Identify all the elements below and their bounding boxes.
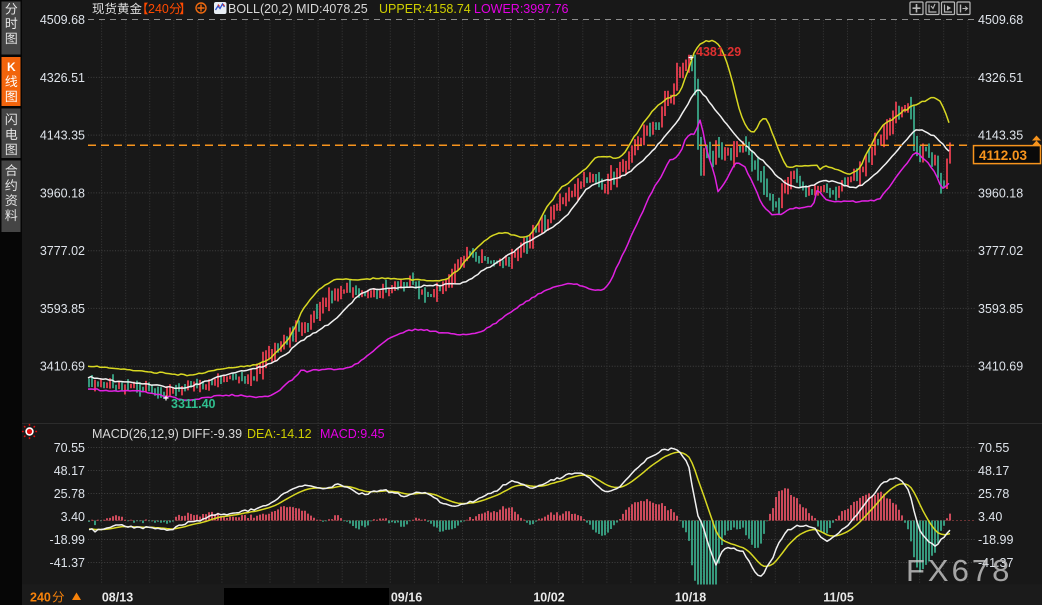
svg-text:MACD:9.45: MACD:9.45 — [320, 427, 385, 441]
svg-text:3777.02: 3777.02 — [40, 244, 85, 258]
svg-text:4326.51: 4326.51 — [978, 71, 1023, 85]
svg-text:25.78: 25.78 — [54, 487, 85, 501]
svg-text:-18.99: -18.99 — [978, 533, 1013, 547]
svg-text:10/18: 10/18 — [675, 591, 706, 605]
svg-text:-18.99: -18.99 — [50, 533, 85, 547]
svg-text:3.40: 3.40 — [61, 510, 85, 524]
svg-text:4112.03: 4112.03 — [979, 148, 1028, 163]
svg-text:K: K — [7, 60, 16, 74]
svg-text:240: 240 — [30, 591, 51, 605]
svg-text:10/02: 10/02 — [533, 591, 564, 605]
svg-text:3777.02: 3777.02 — [978, 244, 1023, 258]
svg-text:3.40: 3.40 — [978, 510, 1002, 524]
svg-text:DEA:-14.12: DEA:-14.12 — [247, 427, 312, 441]
svg-text:48.17: 48.17 — [54, 464, 85, 478]
svg-text:25.78: 25.78 — [978, 487, 1009, 501]
svg-text:48.17: 48.17 — [978, 464, 1009, 478]
svg-text:4143.35: 4143.35 — [978, 129, 1023, 143]
svg-text:70.55: 70.55 — [978, 441, 1009, 455]
svg-text:3410.69: 3410.69 — [40, 360, 85, 374]
svg-text:3593.85: 3593.85 — [978, 302, 1023, 316]
svg-text:MACD(26,12,9) DIFF:-9.39: MACD(26,12,9) DIFF:-9.39 — [92, 427, 242, 441]
svg-text:4143.35: 4143.35 — [40, 129, 85, 143]
svg-text:4509.68: 4509.68 — [978, 13, 1023, 27]
svg-text:09/16: 09/16 — [391, 591, 422, 605]
svg-text:4326.51: 4326.51 — [40, 71, 85, 85]
svg-text:240: 240 — [148, 2, 169, 16]
svg-text:3960.18: 3960.18 — [40, 186, 85, 200]
svg-text:3410.69: 3410.69 — [978, 360, 1023, 374]
svg-text:-41.37: -41.37 — [50, 556, 85, 570]
svg-text:11/05: 11/05 — [823, 591, 854, 605]
svg-text:3311.40: 3311.40 — [171, 397, 216, 411]
svg-text:-41.37: -41.37 — [978, 556, 1013, 570]
svg-text:3960.18: 3960.18 — [978, 186, 1023, 200]
svg-text:UPPER:4158.74: UPPER:4158.74 — [379, 2, 471, 16]
svg-text:LOWER:3997.76: LOWER:3997.76 — [474, 2, 569, 16]
svg-text:70.55: 70.55 — [54, 441, 85, 455]
svg-text:3593.85: 3593.85 — [40, 302, 85, 316]
svg-text:FX678: FX678 — [906, 553, 1012, 588]
svg-text:08/13: 08/13 — [102, 591, 133, 605]
svg-text:BOLL(20,2) MID:4078.25: BOLL(20,2) MID:4078.25 — [228, 2, 368, 16]
svg-text:4381.29: 4381.29 — [696, 45, 741, 59]
svg-text:4509.68: 4509.68 — [40, 13, 85, 27]
